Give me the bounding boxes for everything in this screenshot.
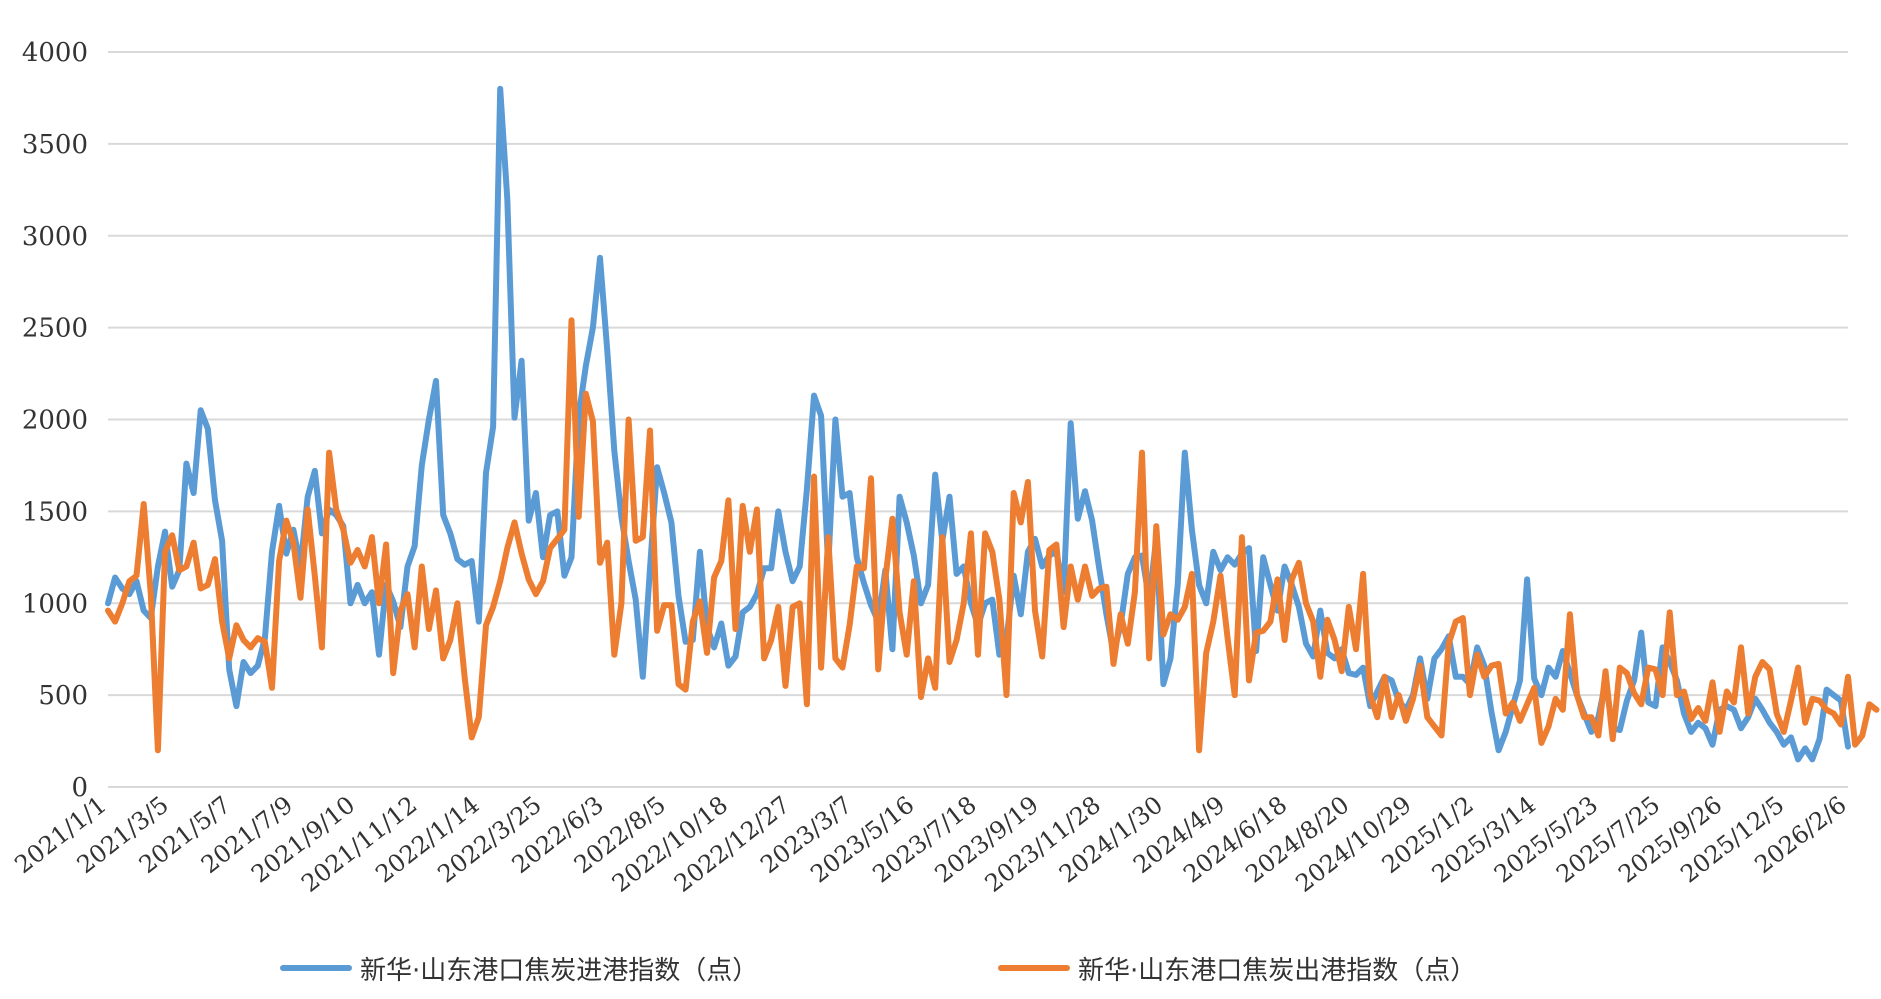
series-line-outbound xyxy=(105,317,1880,754)
y-tick-label: 4000 xyxy=(22,38,88,68)
y-axis-ticks: 0 500 1000 1500 2000 2500 3000 3500 4000 xyxy=(22,38,88,803)
legend-item-outbound[interactable]: 新华·山东港口焦炭出港指数（点） xyxy=(998,948,1476,988)
y-tick-label: 1500 xyxy=(22,497,88,527)
y-tick-label: 500 xyxy=(38,681,88,711)
y-tick-label: 1000 xyxy=(22,589,88,619)
legend: 新华·山东港口焦炭进港指数（点） 新华·山东港口焦炭出港指数（点） xyxy=(0,948,1881,988)
grid-lines xyxy=(108,51,1848,788)
series-lines xyxy=(105,85,1880,763)
series-line-inbound xyxy=(105,85,1851,763)
y-tick-label: 0 xyxy=(71,773,88,803)
x-axis-ticks: 2021/1/12021/3/52021/5/72021/7/92021/9/1… xyxy=(10,791,1852,898)
legend-swatch-inbound xyxy=(280,965,352,971)
y-tick-label: 2000 xyxy=(22,406,88,436)
y-tick-label: 2500 xyxy=(22,314,88,344)
legend-label-outbound: 新华·山东港口焦炭出港指数（点） xyxy=(1078,955,1477,986)
y-tick-label: 3500 xyxy=(22,130,88,160)
legend-label-inbound: 新华·山东港口焦炭进港指数（点） xyxy=(360,955,759,986)
legend-swatch-outbound xyxy=(998,965,1070,971)
line-chart-plot: 0 500 1000 1500 2000 2500 3000 3500 4000 2021/1/… xyxy=(10,38,1880,898)
y-tick-label: 3000 xyxy=(22,222,88,252)
legend-item-inbound[interactable]: 新华·山东港口焦炭进港指数（点） xyxy=(280,948,758,988)
